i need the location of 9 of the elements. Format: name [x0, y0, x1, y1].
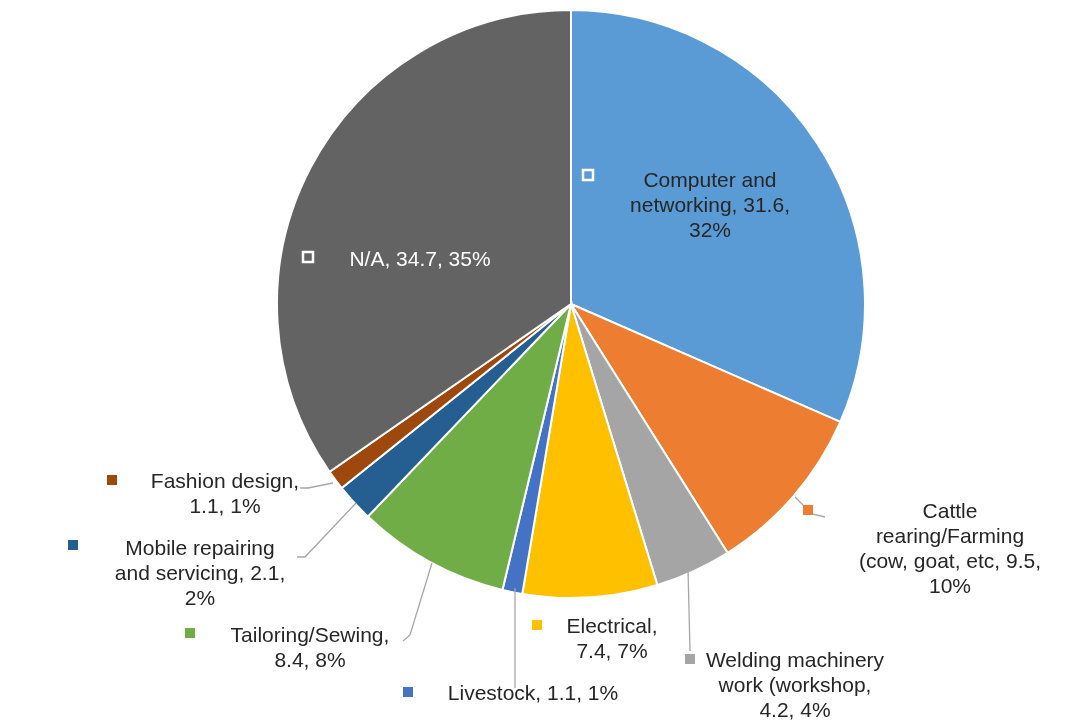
data-label: Computer and networking, 31.6, 32% — [630, 168, 790, 241]
data-label: Electrical, 7.4, 7% — [566, 614, 658, 662]
data-label: Cattle rearing/Farming (cow, goat, etc, 9.5, 10% — [858, 499, 1042, 597]
data-label: N/A, 34.7, 35% — [349, 247, 491, 270]
data-label: Fashion design, 1.1, 1% — [150, 469, 300, 517]
data-label: Livestock, 1.1, 1% — [447, 681, 619, 704]
data-label: Welding machinery work (workshop, 4.2, 4% — [705, 648, 885, 721]
data-label: Mobile repairing and servicing, 2.1, 2% — [114, 536, 286, 609]
data-label: Tailoring/Sewing, 8.4, 8% — [230, 623, 390, 671]
